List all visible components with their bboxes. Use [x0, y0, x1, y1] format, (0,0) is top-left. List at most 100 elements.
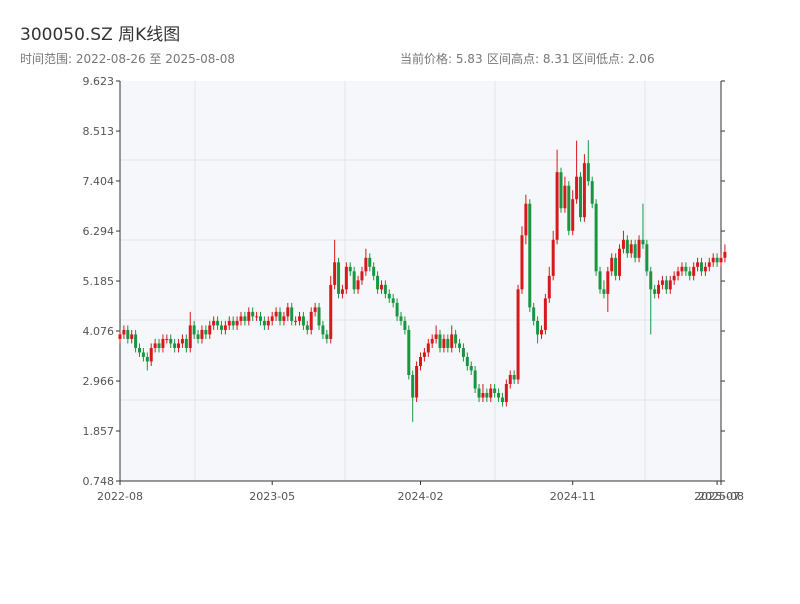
candle-body [161, 338, 165, 348]
y-tick-label: 1.857 [83, 425, 115, 438]
candle-body [192, 325, 196, 335]
candle-body [274, 311, 278, 317]
candle-body [582, 163, 586, 218]
candle-body [118, 334, 122, 339]
candle-body [130, 334, 134, 339]
candle-body [696, 262, 700, 267]
plot-area [120, 81, 721, 481]
candle-body [602, 289, 606, 294]
candle-body [699, 262, 703, 272]
candle-body [216, 320, 220, 326]
candle-body [180, 338, 184, 344]
candle-body [614, 257, 618, 276]
candle-body [649, 271, 653, 290]
candle-body [606, 271, 610, 294]
candle-body [481, 393, 485, 398]
y-tick-label: 4.076 [83, 325, 115, 338]
candle-body [532, 307, 536, 321]
y-tick-label: 8.513 [83, 125, 115, 138]
candle-body [715, 257, 719, 263]
candle-body [157, 343, 161, 348]
candle-body [458, 343, 462, 348]
candle-body [668, 280, 672, 290]
candle-body [407, 329, 411, 375]
candle-body [430, 338, 434, 344]
y-tick-label: 0.748 [83, 475, 115, 488]
y-tick-label: 2.966 [83, 375, 115, 388]
candle-body [399, 316, 403, 321]
candle-body [184, 338, 188, 348]
candle-body [383, 284, 387, 294]
candle-body [321, 325, 325, 335]
candle-body [145, 356, 149, 362]
candle-body [258, 316, 262, 321]
candle-body [637, 239, 641, 258]
candle-body [317, 307, 321, 326]
candle-body [684, 266, 688, 272]
candle-body [208, 325, 212, 335]
candle-body [618, 248, 622, 276]
candle-body [376, 275, 380, 290]
candle-body [621, 239, 625, 249]
candle-body [200, 329, 204, 339]
candle-body [594, 203, 598, 272]
candle-body [497, 393, 501, 398]
candle-body [344, 266, 348, 290]
candle-body [707, 262, 711, 267]
candle-body [442, 338, 446, 348]
candle-body [680, 266, 684, 272]
x-tick-label: 2023-05 [249, 490, 295, 503]
candle-body [493, 388, 497, 394]
candle-body [559, 172, 563, 209]
candle-body [520, 235, 524, 290]
x-tick-label: 2022-08 [97, 490, 143, 503]
y-tick-label: 6.294 [83, 225, 115, 238]
candle-body [645, 244, 649, 272]
candle-body [411, 374, 415, 398]
candle-body [196, 334, 200, 339]
candle-body [141, 352, 145, 357]
candle-body [270, 316, 274, 321]
candle-body [434, 334, 438, 339]
candle-body [231, 320, 235, 326]
candle-body [653, 289, 657, 294]
candle-body [450, 334, 454, 348]
y-tick-label: 5.185 [83, 275, 115, 288]
candle-body [403, 320, 407, 330]
candle-body [352, 271, 356, 290]
candle-body [212, 320, 216, 326]
candle-body [329, 284, 333, 339]
candle-body [485, 393, 489, 398]
candle-body [477, 388, 481, 398]
candle-body [629, 244, 633, 254]
candle-body [379, 284, 383, 290]
y-tick-label: 9.623 [83, 75, 115, 88]
candle-body [177, 343, 181, 348]
candle-body [309, 311, 313, 330]
candle-body [590, 181, 594, 204]
candle-body [579, 176, 583, 218]
candle-body [500, 397, 504, 403]
candle-body [301, 316, 305, 326]
candle-body [571, 199, 575, 231]
candle-body [239, 316, 243, 321]
candle-body [419, 356, 422, 366]
candle-body [461, 347, 465, 357]
x-tick-label: 2025-07 [694, 490, 740, 503]
candle-body [672, 275, 676, 281]
candle-body [575, 176, 579, 200]
candle-body [122, 329, 126, 335]
candle-body [438, 334, 442, 348]
candle-body [251, 311, 255, 317]
candle-body [586, 163, 590, 182]
candle-body [294, 320, 298, 322]
candle-body [138, 347, 142, 353]
y-tick-label: 7.404 [83, 175, 115, 188]
candle-body [223, 325, 227, 330]
candle-body [255, 316, 259, 318]
chart-title: 300050.SZ 周K线图 [20, 25, 180, 45]
candle-body [348, 266, 352, 272]
candle-body [512, 374, 516, 380]
